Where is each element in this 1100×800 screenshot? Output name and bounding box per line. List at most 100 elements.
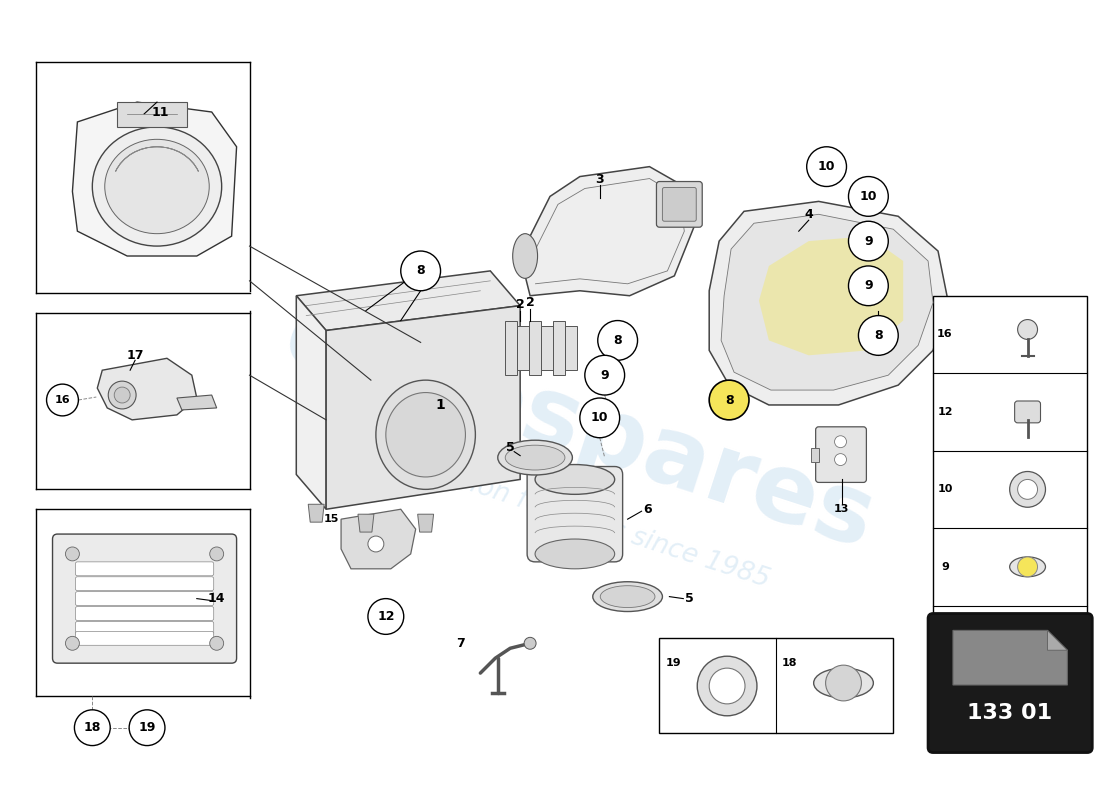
FancyBboxPatch shape <box>76 631 213 646</box>
Ellipse shape <box>505 445 565 470</box>
Bar <box>541 326 553 370</box>
Ellipse shape <box>92 127 222 246</box>
Circle shape <box>46 384 78 416</box>
Circle shape <box>66 547 79 561</box>
Circle shape <box>524 638 536 650</box>
Text: 9: 9 <box>865 234 872 248</box>
Ellipse shape <box>1010 557 1045 577</box>
Polygon shape <box>97 358 197 420</box>
Text: 15: 15 <box>323 514 339 524</box>
Polygon shape <box>296 296 326 510</box>
Circle shape <box>835 454 847 466</box>
Ellipse shape <box>498 440 572 475</box>
Text: 2: 2 <box>526 296 535 309</box>
Text: 8: 8 <box>614 334 622 347</box>
Text: 8: 8 <box>874 329 882 342</box>
Circle shape <box>826 665 861 701</box>
Text: 11: 11 <box>151 106 168 118</box>
Circle shape <box>129 710 165 746</box>
Bar <box>659 638 893 733</box>
Text: eurospares: eurospares <box>273 290 887 569</box>
Circle shape <box>1010 471 1045 507</box>
Text: 8: 8 <box>725 394 734 406</box>
Ellipse shape <box>601 586 654 607</box>
Text: 3: 3 <box>595 173 604 186</box>
Polygon shape <box>358 514 374 532</box>
Polygon shape <box>759 236 903 355</box>
FancyBboxPatch shape <box>1014 401 1041 423</box>
Ellipse shape <box>513 234 538 278</box>
Text: 19: 19 <box>139 722 156 734</box>
Text: 18: 18 <box>782 658 797 668</box>
Text: 13: 13 <box>834 504 849 514</box>
Polygon shape <box>326 306 520 510</box>
Text: 5: 5 <box>506 441 515 454</box>
FancyBboxPatch shape <box>76 592 213 606</box>
Text: 10: 10 <box>859 190 877 203</box>
Circle shape <box>367 536 384 552</box>
Text: 10: 10 <box>817 160 835 173</box>
Ellipse shape <box>814 668 873 698</box>
Circle shape <box>1018 479 1037 499</box>
Text: 133 01: 133 01 <box>967 703 1053 723</box>
Text: 16: 16 <box>55 395 70 405</box>
Polygon shape <box>722 214 933 390</box>
Bar <box>118 102 187 127</box>
Text: 7: 7 <box>456 637 465 650</box>
Circle shape <box>848 177 889 216</box>
Text: a passion for parts since 1985: a passion for parts since 1985 <box>386 446 773 593</box>
Polygon shape <box>710 202 948 405</box>
Circle shape <box>210 547 223 561</box>
Text: 10: 10 <box>937 484 953 494</box>
Bar <box>529 321 541 375</box>
Text: 8: 8 <box>942 639 949 650</box>
Ellipse shape <box>535 539 615 569</box>
Circle shape <box>697 656 757 716</box>
FancyBboxPatch shape <box>76 562 213 576</box>
Text: 18: 18 <box>84 722 101 734</box>
FancyBboxPatch shape <box>662 187 696 222</box>
Text: 19: 19 <box>666 658 681 668</box>
Polygon shape <box>520 166 694 296</box>
Circle shape <box>710 668 745 704</box>
Text: 2: 2 <box>516 298 525 311</box>
Text: 5: 5 <box>685 592 694 605</box>
Circle shape <box>210 636 223 650</box>
FancyBboxPatch shape <box>928 614 1092 753</box>
Text: 14: 14 <box>208 592 226 605</box>
Text: 10: 10 <box>591 411 608 424</box>
Bar <box>517 326 529 370</box>
Text: 12: 12 <box>377 610 395 623</box>
FancyBboxPatch shape <box>53 534 236 663</box>
Circle shape <box>114 387 130 403</box>
Circle shape <box>710 380 749 420</box>
Circle shape <box>400 251 441 290</box>
Polygon shape <box>177 395 217 410</box>
Text: 9: 9 <box>942 562 949 572</box>
Circle shape <box>597 321 638 360</box>
Circle shape <box>848 222 889 261</box>
Ellipse shape <box>593 582 662 611</box>
Polygon shape <box>418 514 433 532</box>
Bar <box>553 321 565 375</box>
Circle shape <box>1018 319 1037 339</box>
Bar <box>505 321 517 375</box>
FancyBboxPatch shape <box>816 427 867 482</box>
FancyBboxPatch shape <box>76 622 213 635</box>
Text: 9: 9 <box>865 279 872 292</box>
Circle shape <box>367 598 404 634</box>
Circle shape <box>806 146 847 186</box>
Circle shape <box>75 710 110 746</box>
Circle shape <box>108 381 136 409</box>
Circle shape <box>835 436 847 448</box>
Ellipse shape <box>386 393 465 477</box>
FancyBboxPatch shape <box>76 577 213 590</box>
Bar <box>933 296 1087 683</box>
Text: 17: 17 <box>126 349 144 362</box>
Text: 9: 9 <box>601 369 609 382</box>
Text: 8: 8 <box>416 265 425 278</box>
Bar <box>811 448 818 462</box>
Circle shape <box>580 398 619 438</box>
Text: 4: 4 <box>804 208 813 221</box>
FancyBboxPatch shape <box>76 606 213 621</box>
